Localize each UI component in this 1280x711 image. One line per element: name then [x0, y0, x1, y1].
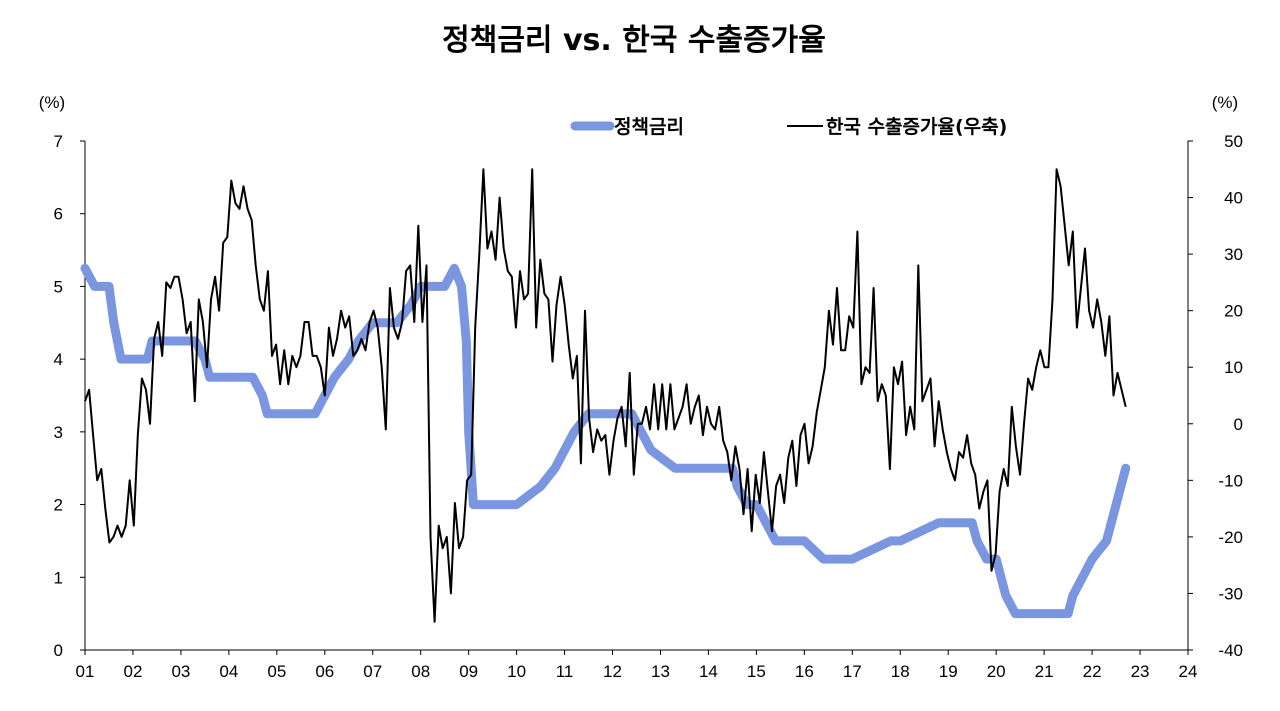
right-tick-label: -30 — [1218, 584, 1243, 603]
x-tick-label: 15 — [747, 662, 766, 681]
x-tick-label: 09 — [459, 662, 478, 681]
right-tick-label: -20 — [1218, 528, 1243, 547]
right-tick-label: -40 — [1218, 641, 1243, 660]
left-tick-label: 0 — [54, 641, 63, 660]
left-tick-label: 1 — [54, 568, 63, 587]
right-tick-label: 50 — [1224, 132, 1243, 151]
chart-title: 정책금리 vs. 한국 수출증가율 — [442, 23, 826, 58]
right-tick-label: 20 — [1224, 302, 1243, 321]
series-group — [80, 168, 1131, 623]
legend: 정책금리 한국 수출증가율(우축) — [570, 116, 1007, 138]
x-tick-label: 14 — [699, 662, 718, 681]
x-tick-label: 24 — [1179, 662, 1198, 681]
left-tick-label: 3 — [54, 423, 63, 442]
x-tick-label: 18 — [891, 662, 910, 681]
x-tick-label: 16 — [795, 662, 814, 681]
x-tick-label: 04 — [219, 662, 238, 681]
x-tick-label: 23 — [1131, 662, 1150, 681]
x-tick-label: 21 — [1035, 662, 1054, 681]
x-tick-label: 02 — [123, 662, 142, 681]
x-tick-label: 01 — [76, 662, 95, 681]
right-tick-label: -10 — [1218, 471, 1243, 490]
x-tick-label: 03 — [171, 662, 190, 681]
right-axis-unit: (%) — [1212, 93, 1238, 112]
x-tick-label: 05 — [267, 662, 286, 681]
left-tick-label: 7 — [54, 132, 63, 151]
left-tick-label: 4 — [54, 350, 63, 369]
right-tick-label: 10 — [1224, 358, 1243, 377]
x-tick-label: 08 — [411, 662, 430, 681]
left-tick-label: 2 — [54, 496, 63, 515]
right-tick-label: 0 — [1234, 415, 1243, 434]
legend-label-policy-rate: 정책금리 — [614, 116, 684, 138]
x-tick-label: 06 — [315, 662, 334, 681]
left-tick-label: 5 — [54, 277, 63, 296]
left-tick-label: 6 — [54, 205, 63, 224]
left-axis-unit: (%) — [39, 93, 65, 112]
x-tick-label: 17 — [843, 662, 862, 681]
x-tick-label: 12 — [603, 662, 622, 681]
right-tick-label: 30 — [1224, 245, 1243, 264]
x-tick-label: 10 — [507, 662, 526, 681]
x-tick-label: 07 — [363, 662, 382, 681]
x-tick-label: 22 — [1083, 662, 1102, 681]
x-tick-label: 20 — [987, 662, 1006, 681]
x-tick-label: 11 — [556, 662, 574, 681]
x-tick-label: 19 — [939, 662, 958, 681]
x-tick-label: 13 — [651, 662, 670, 681]
series-line-export-growth — [84, 168, 1127, 623]
right-tick-label: 40 — [1224, 189, 1243, 208]
legend-label-export-growth: 한국 수출증가율(우축) — [826, 116, 1007, 138]
series-line-policy-rate — [80, 263, 1131, 619]
